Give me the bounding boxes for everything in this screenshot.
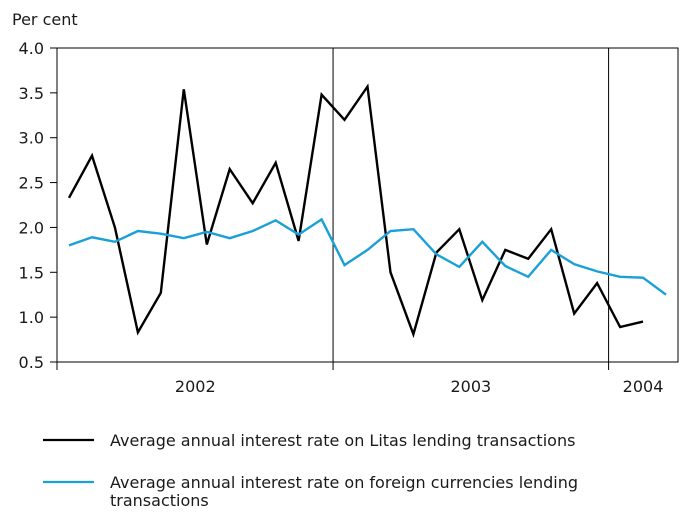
year-separators <box>56 48 610 370</box>
legend: Average annual interest rate on Litas le… <box>43 431 578 510</box>
legend-label-litas: Average annual interest rate on Litas le… <box>110 431 575 450</box>
x-year-label: 2004 <box>623 377 664 396</box>
y-axis-unit-label: Per cent <box>12 10 78 29</box>
y-tick-label: 1.0 <box>19 308 44 327</box>
y-tick-label: 0.5 <box>19 353 44 372</box>
y-tick-label: 2.5 <box>19 174 44 193</box>
y-tick-label: 3.0 <box>19 129 44 148</box>
series-lines <box>67 83 667 339</box>
series-line-litas <box>67 83 644 339</box>
legend-label-foreign: Average annual interest rate on foreign … <box>110 473 578 492</box>
series-line-foreign <box>68 217 667 296</box>
legend-label-foreign-line2: transactions <box>110 491 209 510</box>
y-axis-ticks: 4.0 3.5 3.0 2.5 2.0 1.5 1.0 0.5 <box>19 39 57 372</box>
x-year-label: 2002 <box>175 377 216 396</box>
x-year-label: 2003 <box>450 377 491 396</box>
y-tick-label: 3.5 <box>19 84 44 103</box>
plot-area-frame <box>56 47 679 363</box>
x-axis-year-labels: 2002 2003 2004 <box>175 377 663 396</box>
y-tick-label: 1.5 <box>19 263 44 282</box>
y-tick-label: 4.0 <box>19 39 44 58</box>
y-tick-label: 2.0 <box>19 218 44 237</box>
